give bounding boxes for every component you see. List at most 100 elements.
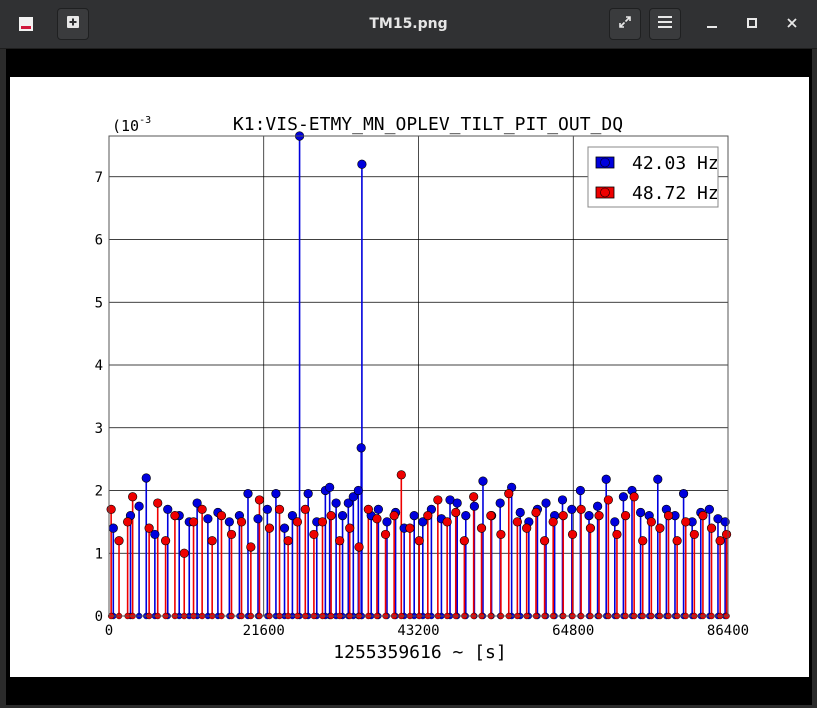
marker-series-2 xyxy=(128,492,138,502)
marker-series-1 xyxy=(557,495,568,505)
marker-series-1 xyxy=(203,514,213,524)
marker-series-2 xyxy=(123,517,133,527)
plot-frame xyxy=(108,135,729,617)
y-scale-exponent: -3 xyxy=(139,115,151,126)
marker-series-2 xyxy=(345,523,355,533)
marker-series-2 xyxy=(170,511,180,521)
marker-series-1 xyxy=(541,498,551,508)
new-tab-button[interactable] xyxy=(57,8,89,40)
marker-series-1 xyxy=(343,498,353,508)
marker-series-1 xyxy=(575,485,586,496)
marker-series-1 xyxy=(461,511,471,521)
marker-series-1 xyxy=(610,517,620,527)
marker-series-2 xyxy=(655,523,665,533)
legend-entry-1: 42.03 Hz xyxy=(595,153,719,174)
marker-series-2 xyxy=(236,517,247,527)
marker-series-1 xyxy=(373,504,383,514)
marker-series-2 xyxy=(396,470,406,480)
marker-series-1 xyxy=(357,159,367,169)
marker-series-2 xyxy=(451,507,461,518)
data-stems xyxy=(110,136,728,616)
marker-series-1 xyxy=(224,517,234,527)
fullscreen-button[interactable] xyxy=(609,8,641,40)
marker-series-2 xyxy=(681,517,691,527)
marker-series-2 xyxy=(179,548,189,558)
y-scale-label: (10-3 xyxy=(112,115,151,135)
marker-series-2 xyxy=(476,523,487,533)
marker-series-1 xyxy=(495,498,505,508)
axis-ticks: 0 21600 43200 64800 86400 0 1 2 3 4 5 6 7 xyxy=(95,170,750,639)
marker-series-2 xyxy=(512,517,522,527)
close-button[interactable] xyxy=(780,12,804,36)
menu-icon xyxy=(658,16,672,32)
y-tick-label: 4 xyxy=(95,358,103,374)
marker-series-2 xyxy=(689,529,699,540)
marker-series-1 xyxy=(134,501,144,511)
x-tick-label: 21600 xyxy=(243,623,285,639)
marker-series-2 xyxy=(486,511,496,521)
marker-series-2 xyxy=(197,504,207,514)
menu-button[interactable] xyxy=(649,8,681,40)
marker-series-1 xyxy=(353,485,363,496)
marker-series-2 xyxy=(326,511,336,521)
marker-series-2 xyxy=(715,536,725,546)
marker-series-1 xyxy=(567,504,577,514)
marker-series-2 xyxy=(469,492,479,502)
new-tab-icon xyxy=(67,16,79,32)
marker-series-2 xyxy=(414,536,424,546)
marker-series-1 xyxy=(704,504,714,514)
marker-series-2 xyxy=(433,495,443,505)
marker-series-2 xyxy=(292,517,303,527)
y-tick-label: 5 xyxy=(95,295,103,311)
marker-series-1 xyxy=(515,507,525,518)
marker-series-2 xyxy=(380,529,391,540)
marker-series-1 xyxy=(253,514,263,524)
marker-series-2 xyxy=(106,504,116,514)
x-tick-label: 86400 xyxy=(707,623,749,639)
minimize-button[interactable] xyxy=(700,12,724,36)
marker-series-2 xyxy=(274,504,285,514)
marker-series-1 xyxy=(635,507,646,518)
marker-series-2 xyxy=(522,523,532,533)
marker-series-2 xyxy=(216,511,227,521)
marker-series-2 xyxy=(504,489,514,499)
minimize-icon xyxy=(707,16,717,32)
y-tick-label: 7 xyxy=(95,170,103,186)
x-tick-label: 43200 xyxy=(397,623,439,639)
marker-series-2 xyxy=(576,504,586,514)
y-tick-label: 3 xyxy=(95,421,103,437)
marker-series-1 xyxy=(279,523,290,533)
marker-series-1 xyxy=(303,489,313,499)
window-titlebar: TM15.png xyxy=(0,0,817,49)
marker-series-2 xyxy=(300,504,310,514)
marker-series-2 xyxy=(698,511,708,521)
marker-series-1 xyxy=(678,489,689,499)
marker-series-2 xyxy=(567,529,578,540)
x-axis-label: 1255359616 ~ [s] xyxy=(333,642,506,663)
marker-series-1 xyxy=(243,489,253,499)
window-title: TM15.png xyxy=(369,16,448,32)
y-scale-base: (10 xyxy=(112,117,139,135)
maximize-button[interactable] xyxy=(740,12,764,36)
maximize-icon xyxy=(747,16,757,32)
marker-series-1 xyxy=(192,498,202,508)
marker-series-1 xyxy=(601,474,611,484)
marker-series-2 xyxy=(423,511,433,521)
y-tick-label: 1 xyxy=(95,546,103,562)
marker-series-1 xyxy=(287,511,298,521)
marker-series-2 xyxy=(188,517,199,527)
marker-series-1 xyxy=(382,517,392,527)
legend-label-2: 48.72 Hz xyxy=(632,183,719,204)
marker-series-2 xyxy=(539,536,550,546)
marker-series-1 xyxy=(108,523,118,533)
marker-series-1 xyxy=(418,517,428,527)
marker-series-2 xyxy=(405,523,415,533)
marker-series-1 xyxy=(618,492,629,502)
marker-series-2 xyxy=(160,536,171,546)
marker-series-2 xyxy=(246,542,256,552)
marker-series-2 xyxy=(264,523,275,533)
marker-series-2 xyxy=(144,523,154,533)
marker-series-2 xyxy=(706,523,717,533)
marker-series-2 xyxy=(629,492,639,502)
marker-series-1 xyxy=(653,474,663,484)
